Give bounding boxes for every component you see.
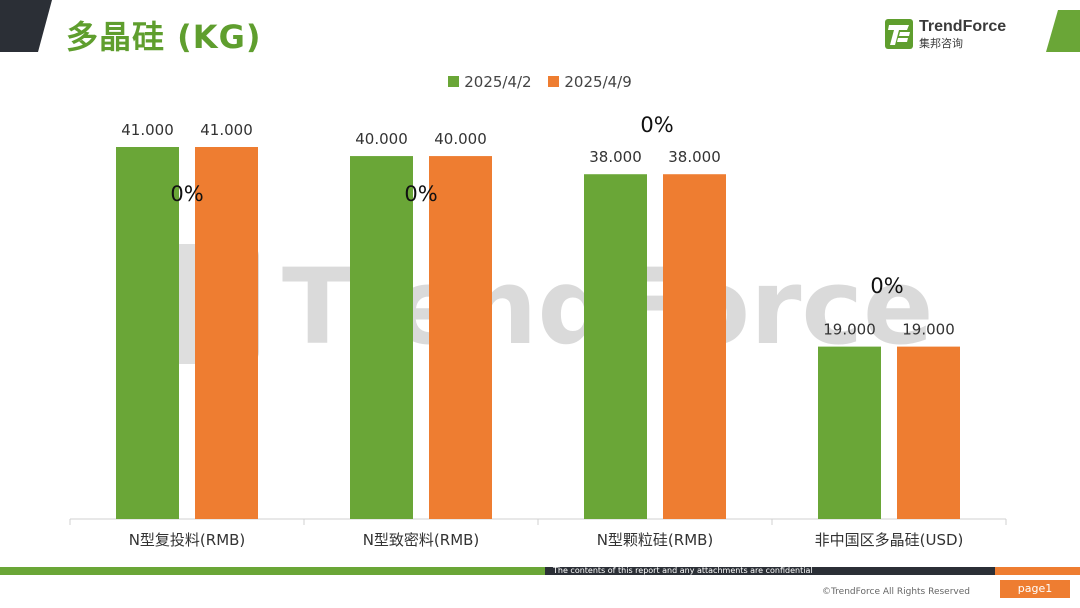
bar-green [116,147,179,519]
x-tick-label: N型致密料(RMB) [363,531,480,549]
bar-value-label: 19.000 [823,321,876,339]
legend-label: 2025/4/2 [464,73,532,91]
page-title: 多晶硅 (KG) [66,18,262,56]
bar-green [350,156,413,519]
bar-value-label: 38.000 [589,148,642,166]
legend-swatch-green [448,76,460,87]
copyright-text: ©TrendForce All Rights Reserved [822,587,970,597]
chart-legend: 2025/4/2 2025/4/9 [0,73,1080,91]
x-tick-label: 非中国区多晶硅(USD) [815,531,964,549]
bar-orange [429,156,492,519]
x-tick-label: N型颗粒硅(RMB) [597,531,714,549]
legend-label: 2025/4/9 [564,73,632,91]
bar-value-label: 38.000 [668,148,721,166]
logo-name: TrendForce [919,18,1007,35]
legend-item-series-2: 2025/4/9 [548,73,632,91]
trendforce-logo: TrendForce 集邦咨询 [885,18,1025,50]
corner-decoration [0,0,52,52]
legend-item-series-1: 2025/4/2 [448,73,532,91]
page-number-badge: page1 [1000,580,1070,598]
logo-subtitle: 集邦咨询 [919,37,963,50]
change-label: 0% [404,182,437,206]
bar-orange [663,174,726,519]
logo-mark-icon [885,19,913,49]
change-label: 0% [170,182,203,206]
change-label: 0% [870,274,903,298]
bar-value-label: 41.000 [121,121,174,139]
footer-disclaimer: The contents of this report and any atta… [553,566,813,575]
footer-bar [0,567,1080,575]
x-tick-label: N型复投料(RMB) [129,531,246,549]
bar-orange [897,346,960,519]
bar-value-label: 40.000 [434,130,487,148]
bar-green [818,346,881,519]
legend-swatch-orange [548,76,560,87]
bar-value-label: 41.000 [200,121,253,139]
bar-green [584,174,647,519]
change-label: 0% [640,113,673,137]
bar-value-label: 40.000 [355,130,408,148]
bar-orange [195,147,258,519]
bar-value-label: 19.000 [902,321,955,339]
corner-decoration-right [1046,10,1080,52]
